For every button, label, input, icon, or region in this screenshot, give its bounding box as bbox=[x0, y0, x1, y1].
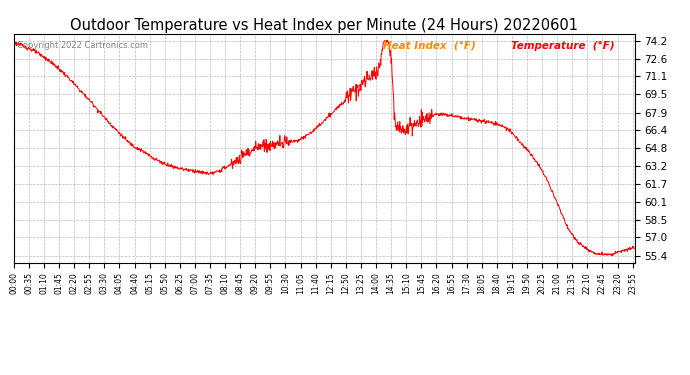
Text: Heat Index  (°F): Heat Index (°F) bbox=[384, 40, 476, 51]
Title: Outdoor Temperature vs Heat Index per Minute (24 Hours) 20220601: Outdoor Temperature vs Heat Index per Mi… bbox=[70, 18, 578, 33]
Text: Copyright 2022 Cartronics.com: Copyright 2022 Cartronics.com bbox=[17, 40, 148, 50]
Text: Temperature  (°F): Temperature (°F) bbox=[511, 40, 614, 51]
